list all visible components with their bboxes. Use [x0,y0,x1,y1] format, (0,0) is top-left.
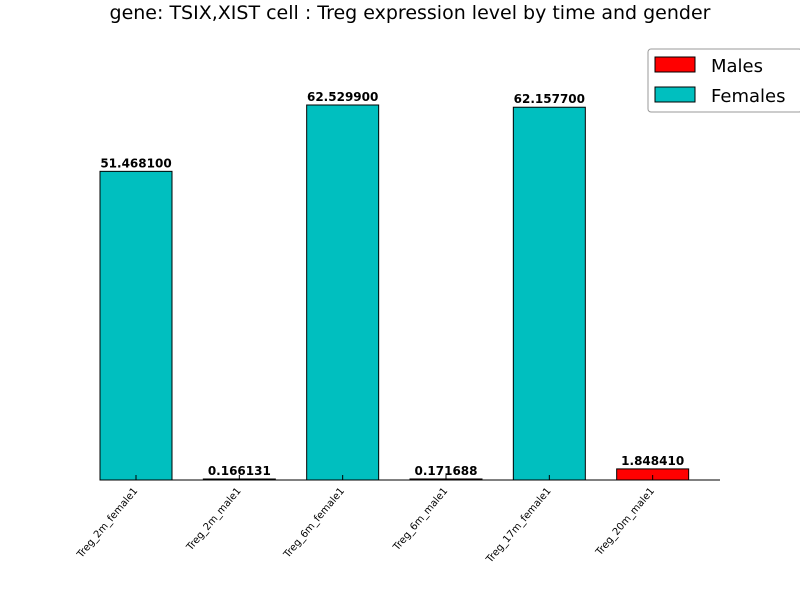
x-tick-label-treg-6m-female1: Treg_6m_female1 [281,486,347,561]
value-label-treg-2m-female1: 51.468100 [100,156,171,170]
x-tick-label-treg-2m-female1: Treg_2m_female1 [75,486,141,561]
legend: Males Females [647,48,800,113]
value-label-treg-6m-male1: 0.171688 [414,464,477,478]
chart-title: gene: TSIX,XIST cell : Treg expression l… [110,2,711,24]
bar-treg-17m-female1 [512,106,586,481]
legend-swatch-males [654,56,696,73]
bar-treg-6m-female1 [306,104,380,481]
x-tick-label-treg-17m-female1: Treg_17m_female1 [484,486,554,566]
x-tick-label-treg-2m-male1: Treg_2m_male1 [184,486,243,554]
value-label-treg-17m-female1: 62.157700 [514,92,585,106]
value-labels-layer: 51.468100 0.166131 62.529900 0.171688 62.157… [100,90,684,478]
bar-treg-2m-female1 [99,170,173,481]
legend-label-males: Males [711,56,763,77]
legend-label-females: Females [711,86,785,107]
value-label-treg-2m-male1: 0.166131 [208,464,271,478]
x-ticks-layer: Treg_2m_female1 Treg_2m_male1 Treg_6m_fema… [75,475,657,566]
x-tick-label-treg-6m-male1: Treg_6m_male1 [391,486,450,554]
legend-swatch-females [654,86,696,103]
value-label-treg-20m-male1: 1.848410 [621,454,684,468]
bars-layer [99,104,690,481]
x-tick-label-treg-20m-male1: Treg_20m_male1 [593,486,656,559]
value-label-treg-6m-female1: 62.529900 [307,90,378,104]
